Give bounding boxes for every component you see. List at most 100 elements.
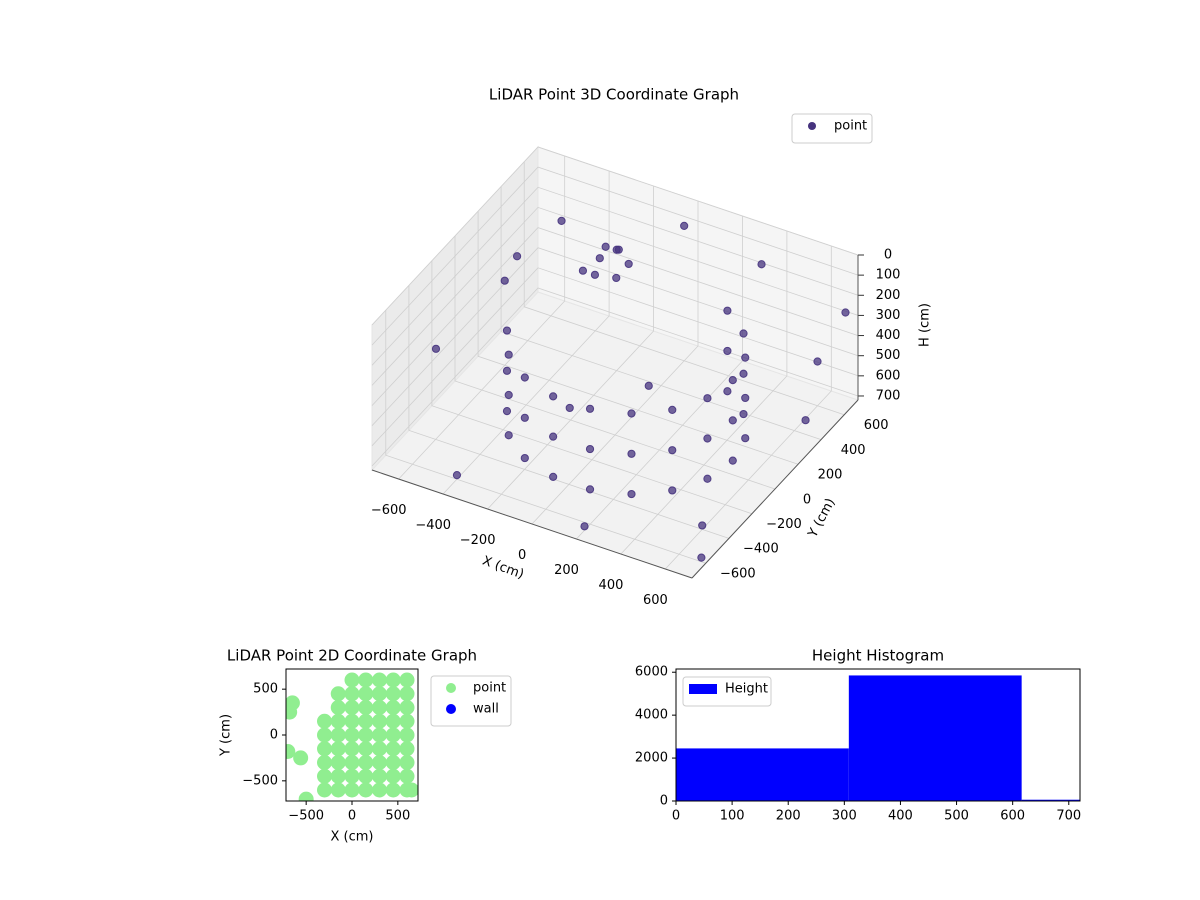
point — [344, 741, 360, 757]
legend-marker — [808, 122, 816, 130]
point — [624, 259, 633, 269]
point — [813, 357, 822, 366]
z-tick-label: 600 — [876, 368, 901, 383]
x-tick-label: 500 — [385, 809, 410, 824]
point — [549, 392, 558, 401]
point — [668, 486, 677, 495]
y-tick-label: 2000 — [635, 751, 668, 766]
point — [404, 782, 418, 798]
point — [580, 522, 589, 531]
point — [372, 768, 387, 784]
point — [317, 768, 332, 784]
x-tick-label: 400 — [599, 578, 624, 593]
grid-line — [620, 231, 788, 555]
point — [317, 727, 332, 743]
x-tick-label: 500 — [944, 809, 969, 824]
y-tick-label: −500 — [242, 773, 278, 788]
point — [372, 700, 387, 715]
point — [590, 270, 600, 279]
legend-box — [791, 113, 873, 144]
z-tick-label: 700 — [876, 388, 901, 403]
point — [385, 768, 401, 784]
point — [399, 741, 415, 757]
point — [286, 704, 298, 720]
point — [431, 344, 441, 353]
point — [723, 387, 732, 396]
point — [330, 741, 346, 757]
point — [330, 727, 346, 743]
grid-line — [500, 186, 822, 440]
z-tick-label: 0 — [884, 248, 892, 263]
z-tick-label: 400 — [876, 328, 901, 343]
point — [627, 489, 636, 499]
point — [358, 713, 374, 729]
point — [298, 791, 314, 801]
y-tick-label: 0 — [803, 492, 811, 507]
point — [317, 713, 332, 729]
point — [385, 741, 401, 757]
legend-label: wall — [473, 702, 499, 717]
point — [703, 394, 712, 403]
point — [330, 686, 346, 702]
y-tick-label: −400 — [743, 542, 779, 557]
y-tick-label: 600 — [864, 418, 889, 433]
z-axis-title: H (cm) — [918, 303, 933, 347]
point — [344, 755, 360, 770]
x-tick-label: 200 — [776, 809, 801, 824]
point — [330, 700, 346, 715]
point — [549, 432, 558, 441]
x-tick-label: 200 — [554, 563, 579, 578]
grid-line — [408, 285, 730, 539]
y-tick-label: 4000 — [635, 708, 668, 723]
point — [520, 413, 529, 422]
point — [372, 741, 387, 757]
point — [399, 755, 415, 770]
y-tick-label: −600 — [720, 566, 756, 581]
point — [565, 403, 574, 413]
point — [344, 727, 360, 743]
point — [520, 453, 529, 463]
x-tick-label: 400 — [888, 809, 913, 824]
z-tick-label: 100 — [876, 268, 901, 283]
point — [697, 553, 706, 562]
point — [703, 434, 712, 443]
point — [500, 276, 509, 285]
point — [627, 449, 636, 458]
point — [330, 782, 346, 798]
grid-line — [398, 156, 566, 480]
point — [504, 390, 513, 400]
point — [358, 727, 374, 743]
y-tick-label: 500 — [253, 682, 278, 697]
point — [372, 713, 387, 729]
point — [512, 252, 522, 261]
point — [728, 375, 737, 385]
x-tick-label: 0 — [672, 809, 680, 824]
grid-line — [523, 161, 845, 416]
point — [612, 273, 621, 283]
grid-line — [371, 227, 859, 406]
point — [741, 434, 750, 443]
point — [358, 755, 374, 770]
point — [385, 782, 401, 798]
chart-title: LiDAR Point 2D Coordinate Graph — [227, 647, 477, 665]
x-tick-label: 0 — [348, 809, 356, 824]
point — [372, 672, 387, 688]
point — [739, 329, 748, 338]
bar — [848, 675, 1022, 801]
point — [330, 768, 346, 784]
point — [344, 782, 360, 798]
point — [399, 768, 415, 784]
x-tick-label: −400 — [415, 518, 451, 533]
point — [741, 393, 750, 403]
bar — [676, 748, 849, 801]
grid-line — [487, 186, 654, 510]
x-tick-label: 600 — [643, 593, 668, 608]
point — [358, 782, 374, 798]
grid-line — [385, 310, 706, 564]
x-tick-label: 700 — [1056, 809, 1081, 824]
point — [286, 744, 296, 759]
point — [549, 472, 558, 481]
grid-line — [371, 267, 859, 447]
